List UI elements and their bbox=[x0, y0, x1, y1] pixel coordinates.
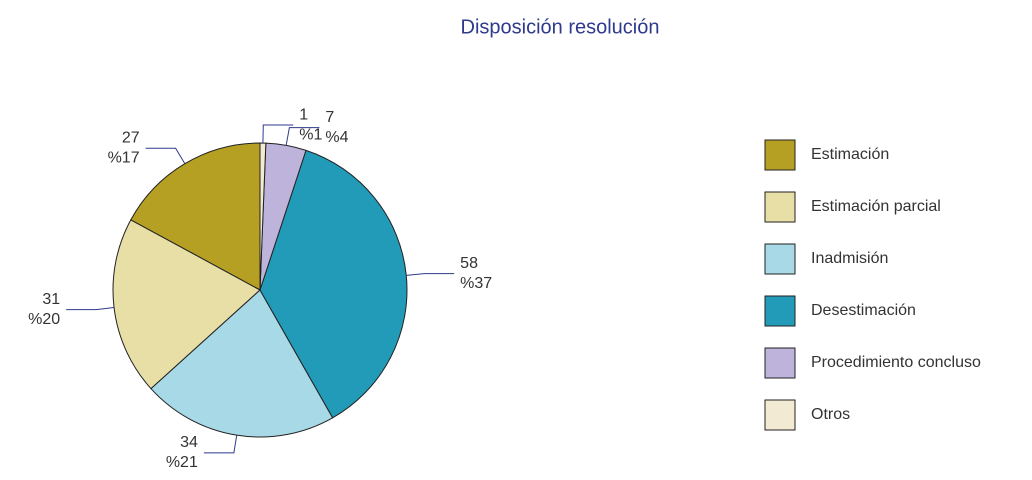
legend-label: Estimación parcial bbox=[811, 198, 941, 215]
leader-line bbox=[406, 273, 455, 276]
leader-line bbox=[262, 124, 294, 144]
legend-label: Inadmisión bbox=[811, 250, 888, 267]
value-label: 58 bbox=[460, 255, 478, 272]
legend-label: Desestimación bbox=[811, 302, 916, 319]
chart-title: Disposición resolución bbox=[461, 16, 660, 38]
percent-label: %4 bbox=[325, 129, 348, 146]
legend-label: Estimación bbox=[811, 146, 889, 163]
percent-label: %37 bbox=[460, 275, 492, 292]
value-label: 1 bbox=[299, 106, 308, 123]
legend-swatch bbox=[764, 243, 796, 275]
value-label: 27 bbox=[122, 129, 140, 146]
percent-label: %20 bbox=[28, 311, 60, 328]
pie-slice bbox=[130, 142, 261, 291]
legend-label: Otros bbox=[811, 406, 850, 423]
percent-label: %17 bbox=[108, 149, 140, 166]
leader-line bbox=[285, 127, 320, 146]
legend-swatch bbox=[764, 347, 796, 379]
percent-label: %21 bbox=[166, 454, 198, 471]
leader-line bbox=[145, 147, 186, 164]
legend-label: Procedimiento concluso bbox=[811, 354, 981, 371]
percent-label: %1 bbox=[299, 126, 322, 143]
value-label: 7 bbox=[325, 109, 334, 126]
leader-line bbox=[203, 435, 238, 454]
legend-swatch bbox=[764, 191, 796, 223]
value-label: 34 bbox=[180, 434, 198, 451]
legend-swatch bbox=[764, 295, 796, 327]
legend-swatch bbox=[764, 399, 796, 431]
pie-slice bbox=[150, 289, 334, 438]
pie-slice bbox=[112, 219, 261, 390]
leader-line bbox=[66, 306, 115, 311]
value-label: 31 bbox=[42, 291, 60, 308]
legend-swatch bbox=[764, 139, 796, 171]
